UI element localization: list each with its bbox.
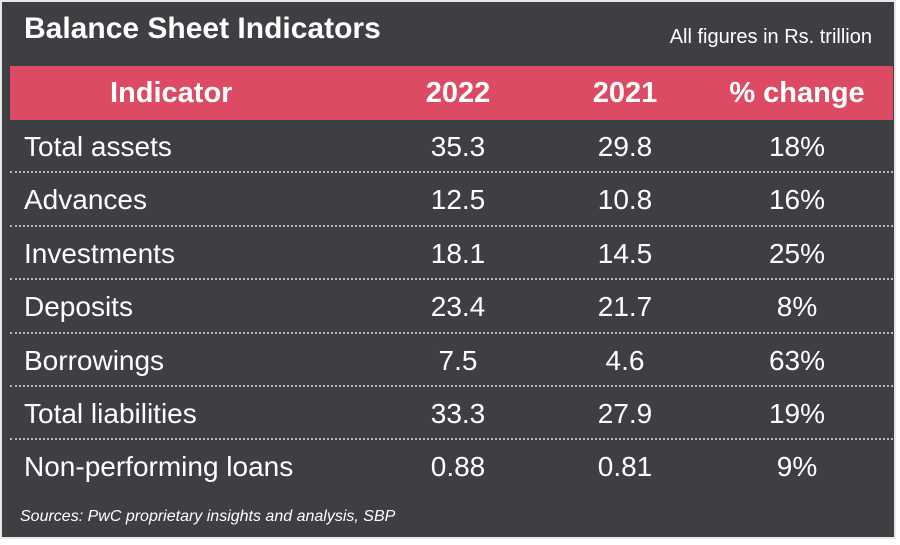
header-2021: 2021 [592,77,658,109]
value-2021: 27.9 [597,397,653,429]
header-indicator: Indicator [110,77,233,109]
table-row: Non-performing loans 0.88 0.81 9% [10,440,893,493]
header-2022: 2022 [425,77,491,109]
indicator-name: Deposits [24,291,133,323]
table-body: Total assets 35.3 29.8 18% Advances 12.5… [10,120,893,494]
percent-change: 19% [768,397,826,429]
percent-change: 9% [776,451,818,483]
table-row: Total liabilities 33.3 27.9 19% [10,387,893,441]
value-2022: 12.5 [430,184,486,216]
value-2021: 29.8 [597,131,653,162]
indicator-name: Investments [24,237,175,269]
table-row: Total assets 35.3 29.8 18% [10,120,893,174]
table-row: Deposits 23.4 21.7 8% [10,280,893,334]
indicator-name: Total assets [24,131,172,162]
value-2022: 18.1 [430,237,486,269]
percent-change: 18% [768,131,826,162]
value-2022: 35.3 [430,131,486,162]
value-2021: 14.5 [597,237,653,269]
table-header: Indicator 2022 2021 % change [10,66,893,120]
value-2021: 21.7 [597,291,653,323]
value-2022: 33.3 [430,397,486,429]
units-note: All figures in Rs. trillion [669,26,872,48]
indicator-name: Borrowings [24,344,165,376]
percent-change: 16% [768,184,826,216]
source-note: Sources: PwC proprietary insights and an… [20,508,396,525]
header-percent-change: % change [729,77,865,109]
percent-change: 25% [768,237,826,269]
table-row: Borrowings 7.5 4.6 63% [10,334,893,387]
value-2022: 23.4 [430,291,486,323]
indicator-name: Total liabilities [24,397,197,429]
percent-change: 8% [776,291,818,323]
value-2021: 4.6 [605,344,645,376]
value-2022: 0.88 [430,451,486,483]
value-2021: 0.81 [597,451,653,483]
table-row: Advances 12.5 10.8 16% [10,173,893,227]
indicator-name: Non-performing loans [24,451,294,483]
value-2022: 7.5 [438,344,478,376]
chart-title: Balance Sheet Indicators [24,12,381,45]
indicator-name: Advances [24,184,147,216]
value-2021: 10.8 [597,184,653,216]
table-row: Investments 18.1 14.5 25% [10,227,893,281]
percent-change: 63% [768,344,826,376]
